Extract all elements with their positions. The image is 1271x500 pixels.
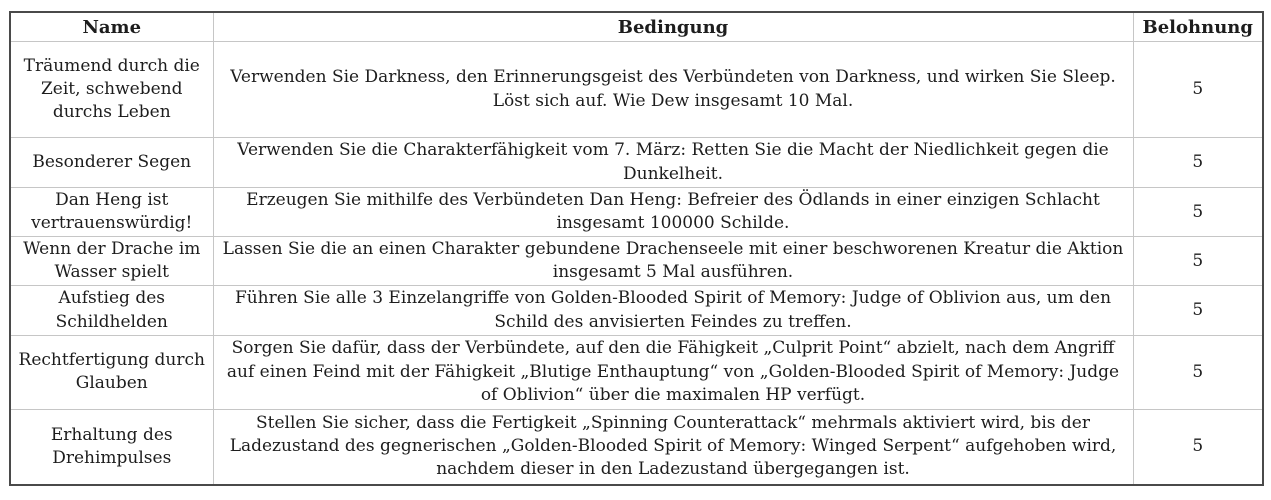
- table-row: Erhaltung des Drehimpulses Stellen Sie s…: [9, 408, 1264, 486]
- name-cell: Erhaltung des Drehimpulses: [9, 408, 214, 486]
- name-cell: Wenn der Drache im Wasser spielt: [9, 236, 214, 287]
- name-cell: Rechtfertigung durch Glauben: [9, 334, 214, 410]
- condition-cell: Verwenden Sie Darkness, den Erinnerungsg…: [212, 41, 1134, 138]
- reward-cell: 5: [1132, 236, 1264, 287]
- reward-cell: 5: [1132, 41, 1264, 138]
- name-cell: Träumend durch die Zeit, schwebend durch…: [9, 41, 214, 138]
- condition-cell: Führen Sie alle 3 Einzelangriffe von Gol…: [212, 285, 1134, 336]
- table-container: Name Bedingung Belohnung Träumend durch …: [9, 11, 1264, 486]
- table-row: Wenn der Drache im Wasser spielt Lassen …: [9, 236, 1264, 287]
- condition-cell: Stellen Sie sicher, dass die Fertigkeit …: [212, 408, 1134, 486]
- condition-cell: Verwenden Sie die Charakterfähigkeit vom…: [212, 137, 1134, 188]
- table-row: Besonderer Segen Verwenden Sie die Chara…: [9, 137, 1264, 188]
- name-cell: Besonderer Segen: [9, 137, 214, 188]
- condition-cell: Erzeugen Sie mithilfe des Verbündeten Da…: [212, 186, 1134, 238]
- condition-cell: Sorgen Sie dafür, dass der Verbündete, a…: [212, 334, 1134, 410]
- achievements-table: Name Bedingung Belohnung Träumend durch …: [9, 11, 1264, 486]
- reward-cell: 5: [1132, 408, 1264, 486]
- reward-cell: 5: [1132, 137, 1264, 188]
- name-cell: Dan Heng ist vertrauenswürdig!: [9, 186, 214, 238]
- table-row: Träumend durch die Zeit, schwebend durch…: [9, 41, 1264, 138]
- column-header-name: Name: [9, 11, 214, 42]
- table-row: Aufstieg des Schildhelden Führen Sie all…: [9, 285, 1264, 336]
- name-cell: Aufstieg des Schildhelden: [9, 285, 214, 336]
- column-header-bedingung: Bedingung: [212, 11, 1134, 42]
- table-row: Rechtfertigung durch Glauben Sorgen Sie …: [9, 334, 1264, 410]
- column-header-belohnung: Belohnung: [1132, 11, 1264, 42]
- reward-cell: 5: [1132, 285, 1264, 336]
- reward-cell: 5: [1132, 186, 1264, 238]
- header-row: Name Bedingung Belohnung: [9, 11, 1264, 42]
- table-row: Dan Heng ist vertrauenswürdig! Erzeugen …: [9, 186, 1264, 238]
- reward-cell: 5: [1132, 334, 1264, 410]
- condition-cell: Lassen Sie die an einen Charakter gebund…: [212, 236, 1134, 287]
